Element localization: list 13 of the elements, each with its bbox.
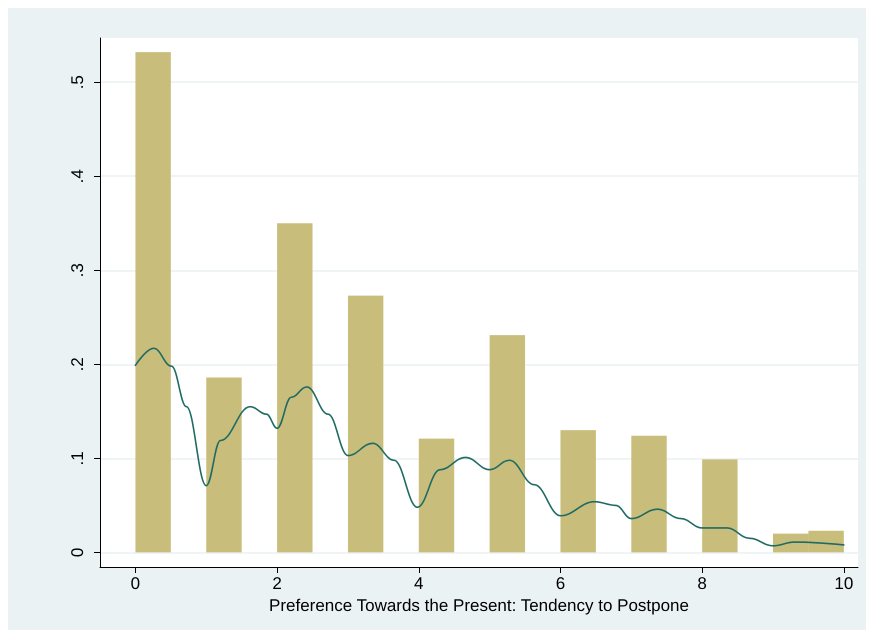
x-tick-label: 4 bbox=[414, 574, 424, 593]
y-tick-label: .4 bbox=[68, 169, 87, 184]
x-tick-label: 0 bbox=[130, 574, 140, 593]
x-tick-label: 6 bbox=[556, 574, 566, 593]
y-tick-label: .5 bbox=[68, 75, 87, 90]
x-tick-label: 2 bbox=[272, 574, 282, 593]
y-tick-label: .3 bbox=[68, 263, 87, 278]
x-axis-title: Preference Towards the Present: Tendency to Postpone bbox=[269, 596, 689, 615]
y-tick-label: 0 bbox=[68, 548, 87, 558]
y-tick-label: .1 bbox=[68, 451, 87, 466]
x-tick-label: 10 bbox=[834, 574, 854, 593]
y-tick-label: .2 bbox=[68, 357, 87, 372]
x-tick-label: 8 bbox=[697, 574, 707, 593]
